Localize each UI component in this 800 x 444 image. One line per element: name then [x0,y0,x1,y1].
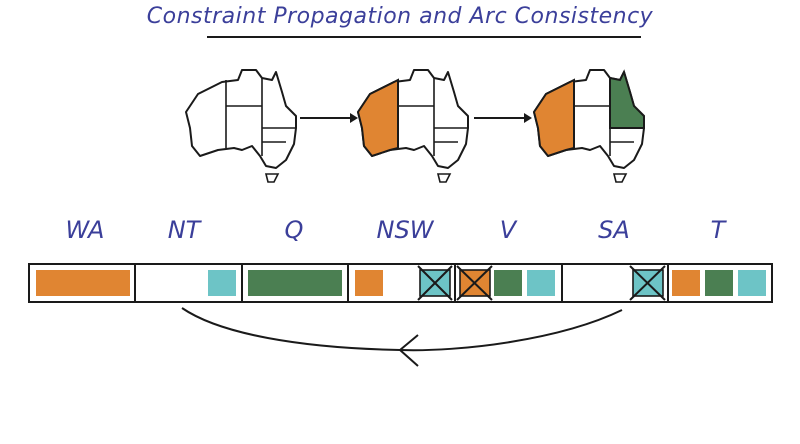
map-step-1 [185,69,297,183]
map-step-2 [357,69,469,183]
label-nsw: NSW [376,216,434,244]
nsw-teal-cross-mark [417,265,453,301]
t-value-orange [672,270,700,296]
label-v: V [499,216,517,244]
v-value-green [494,270,522,296]
nsw-value-orange [355,270,383,296]
label-sa: SA [598,216,630,244]
map-2-tasmania [437,173,451,183]
arc-arrowhead [399,334,419,367]
v-value-teal [527,270,555,296]
label-q: Q [284,216,304,244]
domain-bar [28,263,773,303]
map-step-3 [533,69,645,183]
q-value-green [248,270,342,296]
label-nt: NT [167,216,201,244]
title-underline [207,36,641,38]
map-3-wa-fill [533,79,575,157]
t-value-green [705,270,733,296]
arrow-1 [300,113,358,123]
map-3-tasmania [613,173,627,183]
nt-value-teal [208,270,236,296]
t-value-teal [738,270,766,296]
map-1-mainland [185,69,297,169]
page-title: Constraint Propagation and Arc Consisten… [146,4,654,29]
map-2-wa-fill [357,79,399,157]
map-1-tasmania [265,173,279,183]
label-wa: WA [65,216,105,244]
sa-teal-cross-mark [629,265,666,301]
map-3-q-fill [609,71,645,129]
v-orange-cross-mark [456,265,493,301]
arrow-2 [474,113,532,123]
wa-value-orange [36,270,130,296]
label-t: T [710,216,726,244]
propagation-arc [181,307,623,367]
